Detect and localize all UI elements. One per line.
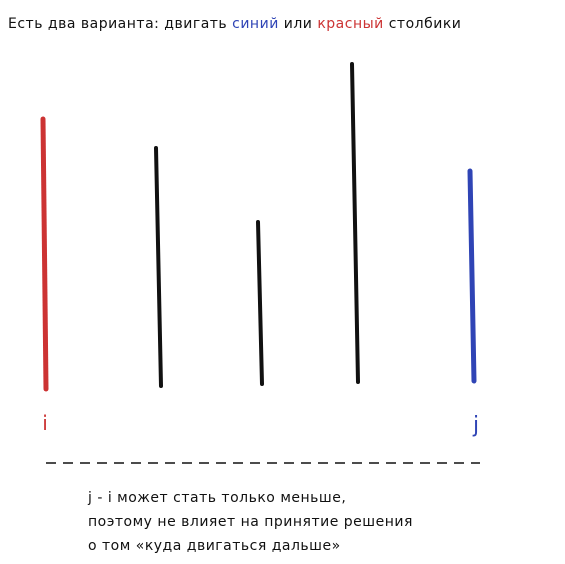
pointer-i-label: i bbox=[42, 411, 48, 435]
note-line-2: поэтому не влияет на принятие решения bbox=[88, 514, 413, 530]
title-blue-word: синий bbox=[232, 16, 279, 32]
title-red-word: красный bbox=[317, 16, 384, 32]
bar-blue bbox=[467, 168, 477, 384]
note-line-3: о том «куда двигаться дальше» bbox=[88, 538, 341, 554]
bar-red bbox=[40, 116, 49, 392]
note-line-1: j - i может стать только меньше, bbox=[88, 490, 347, 506]
note: j - i может стать только меньше, поэтому… bbox=[88, 486, 413, 558]
title-middle: или bbox=[278, 16, 318, 32]
bar-black-3 bbox=[350, 62, 360, 384]
title: Есть два варианта: двигать синий или кра… bbox=[8, 16, 461, 32]
bar-black-1 bbox=[154, 146, 163, 388]
title-prefix: Есть два варианта: двигать bbox=[8, 16, 233, 32]
bar-black-2 bbox=[256, 220, 264, 386]
pointer-j-label: j bbox=[472, 413, 479, 438]
title-suffix: столбики bbox=[383, 16, 462, 32]
bars-layer bbox=[40, 62, 477, 392]
